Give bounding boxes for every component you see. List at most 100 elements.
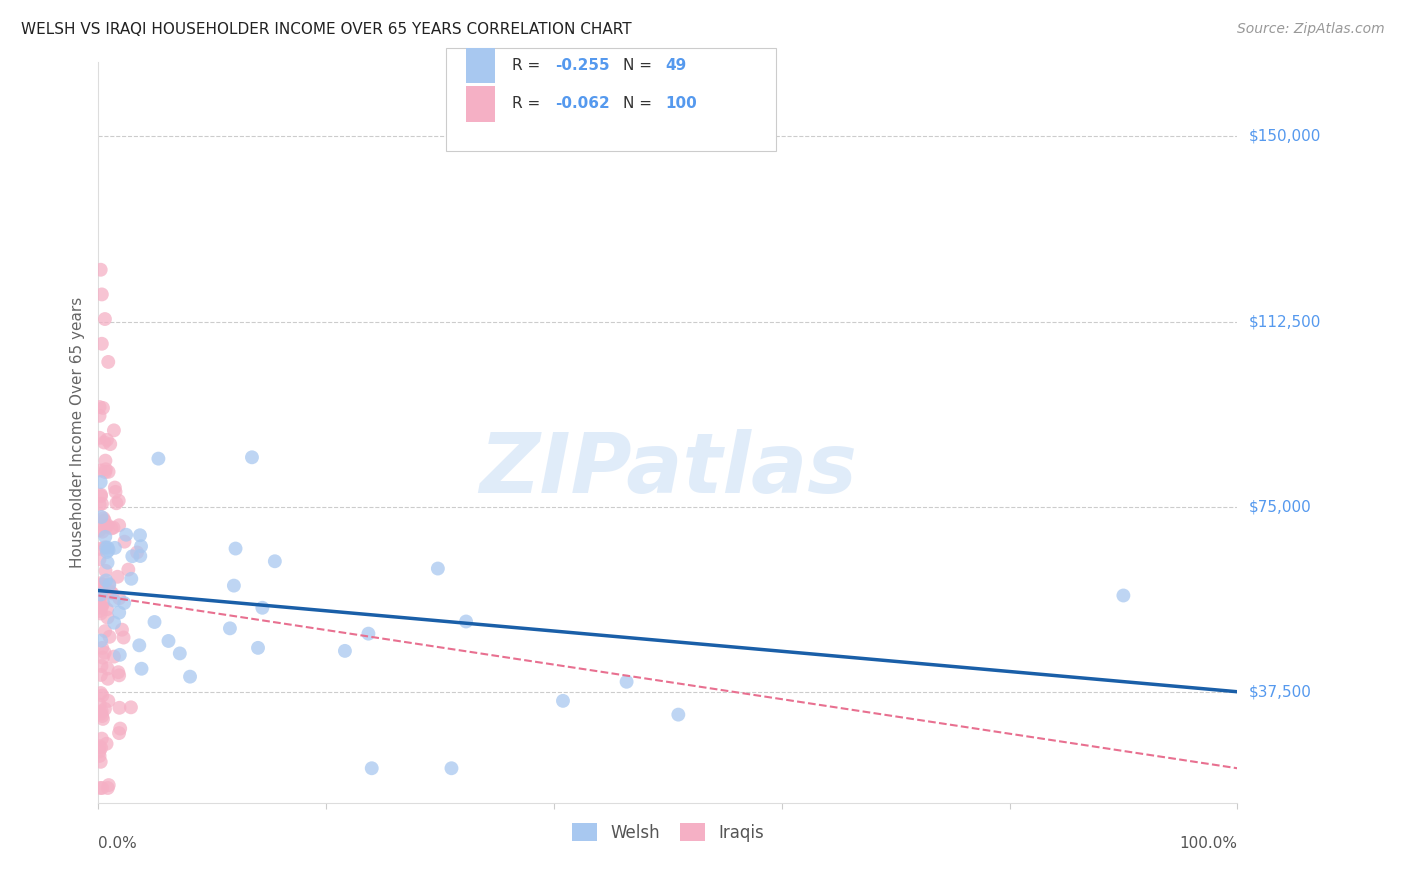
Point <box>104 484 127 499</box>
Point <box>91 401 114 415</box>
Text: -0.255: -0.255 <box>555 58 610 73</box>
Point <box>89 744 111 758</box>
Point <box>93 514 115 528</box>
Point <box>97 541 120 555</box>
Text: $37,500: $37,500 <box>1249 684 1312 699</box>
Point <box>96 610 118 624</box>
Point <box>90 740 112 755</box>
Point <box>91 577 114 591</box>
Point <box>222 579 245 593</box>
Point <box>114 534 136 549</box>
Text: N =: N = <box>623 96 652 112</box>
Point <box>108 648 131 662</box>
Point <box>89 552 111 566</box>
Point <box>89 541 111 556</box>
Point <box>97 672 120 686</box>
Point <box>129 539 152 553</box>
Point <box>90 510 112 524</box>
Point <box>89 739 111 754</box>
Point <box>94 312 117 326</box>
Point <box>97 694 120 708</box>
Point <box>94 624 117 639</box>
Point <box>96 737 118 751</box>
Point <box>129 528 152 542</box>
Point <box>89 431 111 445</box>
Point <box>105 496 128 510</box>
Point <box>89 582 111 597</box>
Point <box>89 400 111 414</box>
Point <box>98 578 121 592</box>
Point <box>90 287 112 301</box>
Point <box>89 604 111 618</box>
Text: 100: 100 <box>665 96 697 112</box>
Point <box>219 621 242 635</box>
Point <box>108 518 131 533</box>
Bar <box>467 47 495 83</box>
Text: WELSH VS IRAQI HOUSEHOLDER INCOME OVER 65 YEARS CORRELATION CHART: WELSH VS IRAQI HOUSEHOLDER INCOME OVER 6… <box>21 22 631 37</box>
Point <box>108 726 131 740</box>
Point <box>94 541 117 555</box>
Point <box>98 577 121 591</box>
Point <box>90 487 112 501</box>
Point <box>90 475 112 489</box>
Point <box>129 549 152 563</box>
Point <box>94 530 117 544</box>
Point <box>98 584 121 599</box>
Point <box>169 647 191 661</box>
Point <box>103 649 125 664</box>
Point <box>93 646 115 660</box>
Point <box>107 570 129 584</box>
Point <box>94 702 117 716</box>
Point <box>103 593 125 607</box>
Text: N =: N = <box>623 58 652 73</box>
Point <box>107 493 129 508</box>
Point <box>108 668 131 682</box>
Point <box>103 521 125 535</box>
Point <box>90 755 112 769</box>
Point <box>90 588 112 602</box>
Text: -0.062: -0.062 <box>555 96 610 112</box>
Point <box>91 712 114 726</box>
Point <box>97 556 120 570</box>
Point <box>107 665 129 680</box>
Point <box>90 731 112 746</box>
Point <box>90 587 112 601</box>
Point <box>440 761 463 775</box>
Point <box>91 497 114 511</box>
Point <box>89 780 111 795</box>
Point <box>94 453 117 467</box>
Point <box>98 630 121 644</box>
Point <box>240 450 263 465</box>
Point <box>115 527 138 541</box>
Point <box>90 607 112 621</box>
Point <box>89 576 111 591</box>
Point <box>91 709 114 723</box>
Point <box>94 519 117 533</box>
Point <box>104 541 127 555</box>
Point <box>90 578 112 592</box>
Point <box>112 631 135 645</box>
Point <box>90 262 112 277</box>
Point <box>94 564 117 578</box>
Text: 100.0%: 100.0% <box>1180 836 1237 851</box>
Point <box>91 650 114 665</box>
Text: 49: 49 <box>665 58 686 73</box>
Legend: Welsh, Iraqis: Welsh, Iraqis <box>564 815 772 850</box>
Point <box>120 572 142 586</box>
Point <box>247 640 270 655</box>
Point <box>120 700 142 714</box>
Point <box>103 423 125 437</box>
Point <box>97 780 120 795</box>
Point <box>97 355 120 369</box>
Point <box>128 638 150 652</box>
Point <box>108 606 131 620</box>
Point <box>90 668 112 682</box>
Point <box>616 674 638 689</box>
Point <box>93 511 115 525</box>
Point <box>360 761 382 775</box>
Point <box>263 554 285 568</box>
Point <box>100 521 122 535</box>
Point <box>94 541 117 555</box>
Point <box>94 465 117 479</box>
Point <box>252 600 274 615</box>
